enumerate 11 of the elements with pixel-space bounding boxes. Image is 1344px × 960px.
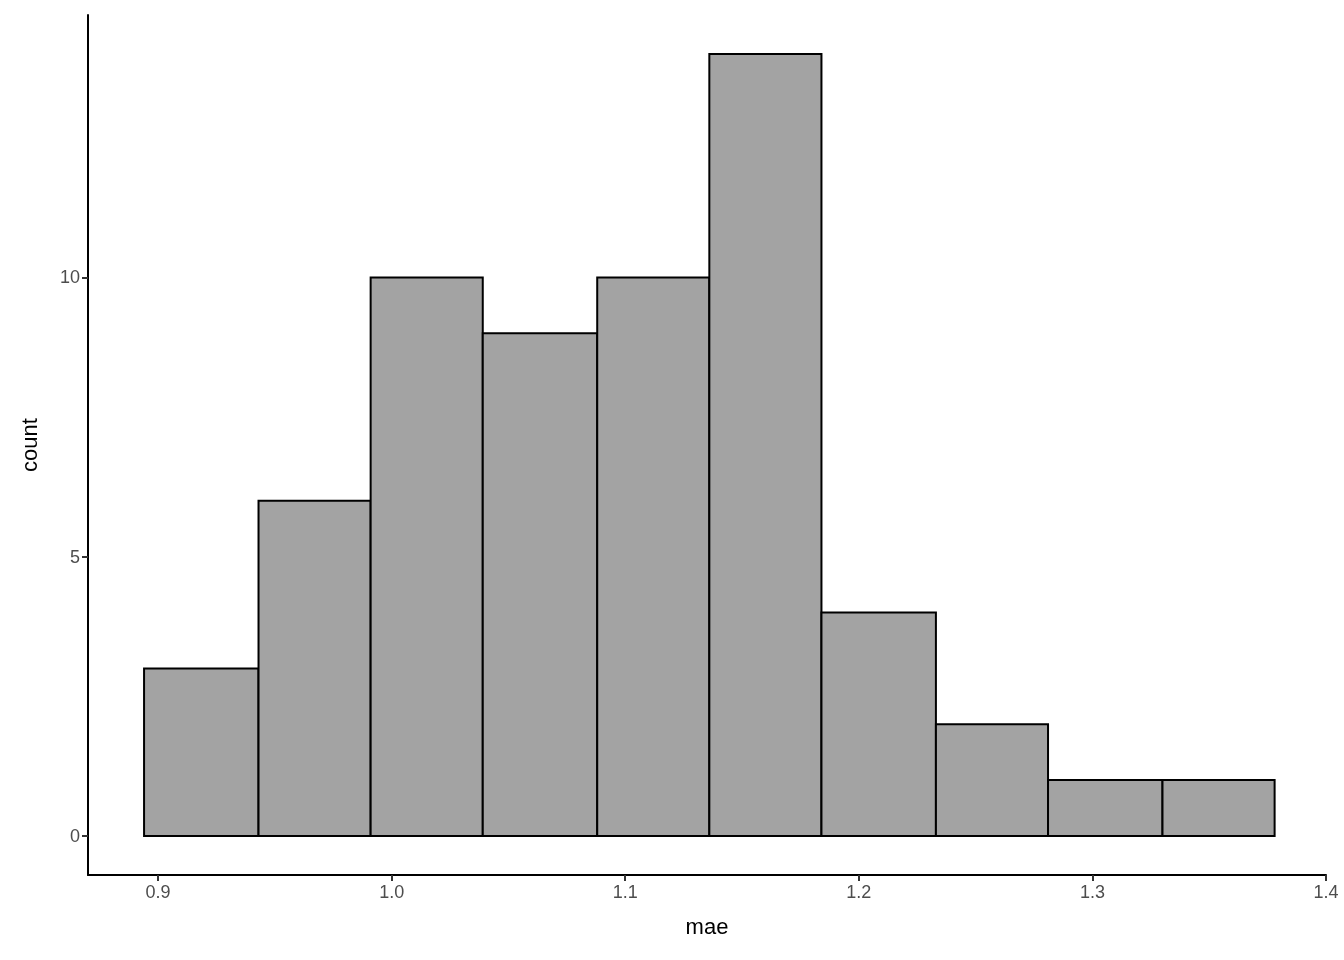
y-tick-label: 5 xyxy=(69,546,80,567)
x-tick-label: 0.9 xyxy=(145,882,171,902)
y-tick-label: 10 xyxy=(59,267,80,288)
x-tick-label: 1.4 xyxy=(1313,882,1339,902)
x-tick-label: 1.3 xyxy=(1079,882,1105,902)
y-tick-label: 0 xyxy=(69,825,80,846)
x-tick-label: 1.1 xyxy=(612,882,638,902)
x-axis-title: mae xyxy=(685,913,729,939)
y-axis-title: count xyxy=(16,418,42,472)
x-tick-label: 1.0 xyxy=(379,882,405,902)
x-tick-label: 1.2 xyxy=(846,882,872,902)
